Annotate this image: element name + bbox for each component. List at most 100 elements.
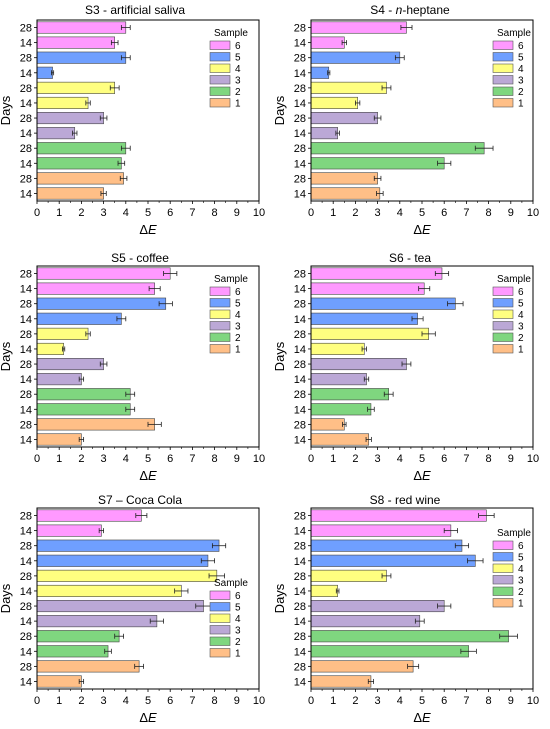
bar [310,81,387,94]
y-tick-label: 28 [294,143,306,155]
x-tick-label: 7 [463,453,469,465]
bar [36,373,82,386]
x-tick-label: 5 [419,695,425,707]
y-tick-label: 28 [294,359,306,371]
bar [310,267,443,280]
y-tick-label: 28 [294,173,306,185]
y-tick-label: 14 [294,344,306,356]
bar [36,112,104,125]
legend-swatch [492,86,514,96]
bar [36,312,122,325]
x-tick-label: 2 [352,695,358,707]
x-tick-label: 10 [253,695,265,707]
bar [310,36,345,49]
y-tick-label: 14 [20,434,32,446]
x-tick-label: 9 [234,453,240,465]
y-tick-label: 14 [20,646,32,658]
legend-swatch [209,590,231,600]
legend-swatch [209,625,231,635]
y-tick-label: 14 [20,68,32,80]
y-tick-label: 28 [294,299,306,311]
bar [36,630,120,643]
x-tick-label: 8 [212,453,218,465]
bar [36,81,115,94]
x-tick-label: 3 [375,695,381,707]
legend-title: Sample [214,28,248,39]
legend-label: 3 [518,576,524,587]
y-tick-label: 14 [294,374,306,386]
legend-title: Sample [497,274,531,285]
x-tick-label: 10 [253,453,265,465]
bar [36,569,218,582]
y-tick-label: 28 [294,511,306,523]
bar [36,645,109,658]
bar [310,569,387,582]
y-tick-label: 28 [294,601,306,613]
y-tick-label: 28 [20,601,32,613]
x-tick-label: 1 [330,207,336,219]
legend-label: 6 [518,41,524,52]
x-tick-label: 1 [56,453,62,465]
chart-panel-1: S3 - artificial saliva281428142814281428… [0,3,265,237]
x-tick-label: 1 [56,207,62,219]
y-tick-label: 28 [294,113,306,125]
bar [310,433,370,446]
x-tick-label: 1 [330,453,336,465]
legend-swatch [209,309,231,319]
y-tick-label: 14 [294,556,306,568]
legend-swatch [209,63,231,73]
x-tick-label: 9 [508,207,514,219]
y-tick-label: 14 [294,676,306,688]
bar [36,600,204,613]
x-tick-label: 1 [56,695,62,707]
bar [36,388,131,401]
y-tick-label: 14 [20,38,32,50]
y-tick-label: 28 [294,269,306,281]
y-tick-label: 28 [20,113,32,125]
x-tick-label: 8 [212,695,218,707]
y-tick-label: 14 [294,128,306,140]
y-axis-label: Days [272,583,287,613]
legend-swatch [209,98,231,108]
bar [36,172,124,185]
legend-swatch [492,552,514,562]
bar [310,327,429,340]
y-tick-label: 28 [294,571,306,583]
legend-swatch [492,298,514,308]
x-tick-label: 0 [34,453,40,465]
x-tick-label: 9 [234,695,240,707]
legend-swatch [209,344,231,354]
legend-label: 5 [235,299,241,310]
bar [310,600,445,613]
legend-label: 1 [518,599,524,610]
y-tick-label: 14 [20,404,32,416]
bar [310,342,365,355]
bar [36,554,209,567]
x-tick-label: 3 [375,207,381,219]
y-tick-label: 28 [294,389,306,401]
y-tick-label: 14 [294,404,306,416]
x-tick-label: 4 [397,695,403,707]
y-tick-label: 14 [294,38,306,50]
legend-label: 1 [235,99,241,110]
y-tick-label: 28 [294,419,306,431]
legend-label: 3 [235,322,241,333]
x-tick-label: 0 [308,207,314,219]
x-axis-label: ΔE [139,222,157,237]
legend-title: Sample [214,578,248,589]
bar [36,127,76,140]
y-tick-label: 28 [20,143,32,155]
y-tick-label: 14 [294,526,306,538]
chart-title: S3 - artificial saliva [85,3,185,17]
bar [310,630,509,643]
legend-swatch [209,613,231,623]
legend-label: 4 [235,310,241,321]
bar [310,645,469,658]
legend-label: 2 [518,587,524,598]
legend-label: 6 [235,287,241,298]
